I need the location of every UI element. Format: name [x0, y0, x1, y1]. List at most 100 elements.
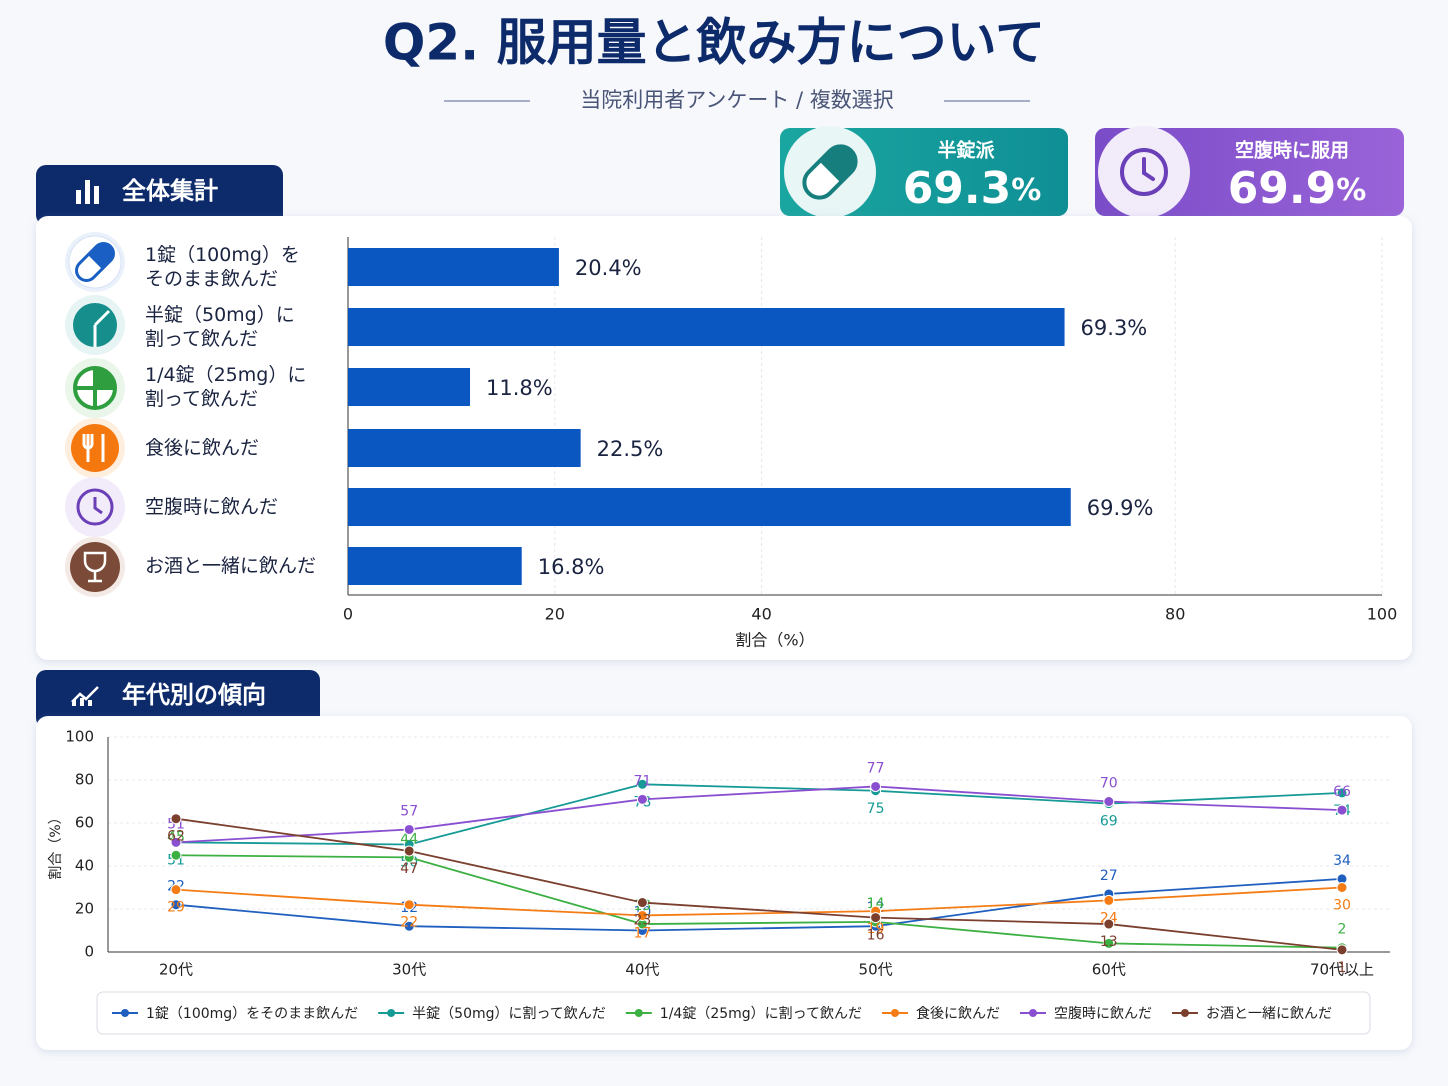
legend-label: 1/4錠（25mg）に割って飲んだ [660, 1006, 862, 1022]
line-icon [71, 686, 99, 706]
bar-label: 22.5% [597, 437, 664, 461]
series-line [175, 878, 1343, 932]
point [870, 912, 882, 924]
series-line [175, 817, 1343, 951]
point-label: 16 [867, 928, 885, 944]
legend-label: 食後に飲んだ [916, 1006, 1000, 1022]
bar-label: 11.8% [486, 376, 553, 400]
point [1103, 937, 1115, 949]
x-tick-label: 20代 [159, 961, 193, 979]
y-tick-label: 80 [75, 771, 94, 789]
section-title: 全体集計 [122, 177, 218, 205]
series-line [175, 785, 1343, 844]
card-unit: % [1336, 173, 1366, 208]
clock-hands [1142, 157, 1155, 181]
point-label: 1 [1338, 960, 1347, 976]
category-label: 1錠（100mg）を そのまま飲んだ [145, 244, 300, 290]
section-title: 年代別の傾向 [122, 681, 266, 709]
x-axis-label: 割合（%） [735, 631, 814, 650]
point [403, 899, 415, 911]
point [403, 920, 415, 932]
card-number: 69.3 [903, 163, 1012, 214]
series-line [175, 886, 1343, 917]
subtitle: 当院利用者アンケート / 複数選択 [580, 88, 894, 112]
bar [348, 248, 559, 286]
title: Q2. 服用量と飲み方について [383, 14, 1045, 72]
point-label: 62 [167, 829, 185, 845]
bar [348, 547, 522, 585]
x-tick-label: 0 [343, 605, 353, 624]
point [636, 778, 648, 790]
series-line [175, 854, 1343, 949]
point [636, 793, 648, 805]
card-label: 半錠派 [937, 139, 994, 162]
legend-marker [890, 1009, 899, 1017]
point [170, 813, 182, 825]
point-label: 70 [1100, 776, 1118, 792]
point-label: 29 [167, 900, 185, 916]
y-tick-label: 100 [65, 728, 94, 746]
pill-icon [802, 144, 858, 200]
bar [348, 368, 471, 406]
point-label: 75 [867, 801, 885, 817]
point [1336, 787, 1348, 799]
bar-icon [76, 180, 99, 204]
card-value: 69.3% [903, 163, 1042, 214]
point [1336, 804, 1348, 816]
point-label: 2 [1338, 922, 1347, 938]
x-tick-label: 40代 [625, 961, 659, 979]
point [1103, 796, 1115, 807]
x-tick-label: 70代以上 [1310, 961, 1374, 979]
card-unit: % [1011, 173, 1041, 208]
legend-label: お酒と一緒に飲んだ [1206, 1006, 1332, 1022]
point [170, 836, 182, 848]
point [170, 899, 182, 911]
bar-label: 20.4% [575, 256, 642, 280]
category-label: 半錠（50mg）に 割って飲んだ [145, 304, 295, 350]
bar-label: 16.8% [538, 555, 605, 579]
bar [348, 308, 1065, 346]
point-label: 30 [1333, 898, 1351, 914]
point-label: 44 [400, 831, 418, 847]
category-label: お酒と一緒に飲んだ [145, 555, 317, 577]
y-axis-label: 割合（%） [48, 810, 64, 879]
category-label: 空腹時に飲んだ [145, 496, 279, 518]
legend-box [96, 991, 1371, 1035]
card-number: 69.9 [1228, 163, 1337, 214]
legend-marker [1028, 1009, 1037, 1017]
x-tick-label: 30代 [392, 961, 426, 979]
legend-label: 半錠（50mg）に割って飲んだ [412, 1006, 606, 1022]
point [870, 780, 882, 792]
series-line [175, 783, 1343, 846]
point [170, 849, 182, 861]
point-label: 47 [400, 861, 418, 877]
point-label: 22 [400, 915, 418, 931]
point-label: 23 [633, 913, 651, 929]
bar-label: 69.3% [1081, 316, 1148, 340]
point-label: 17 [633, 925, 651, 941]
point-label: 19 [867, 921, 885, 937]
point-label: 71 [633, 773, 651, 789]
x-tick-label: 40 [751, 605, 771, 624]
x-tick-label: 60代 [1092, 961, 1126, 979]
point [170, 884, 182, 896]
point [403, 823, 415, 835]
x-tick-label: 20 [545, 605, 565, 624]
x-tick-label: 50代 [859, 961, 893, 979]
y-tick-label: 60 [75, 814, 94, 832]
bar [348, 488, 1071, 526]
point-label: 27 [1100, 868, 1118, 884]
x-tick-label: 80 [1165, 605, 1185, 624]
legend-marker [1180, 1009, 1189, 1017]
point-label: 69 [1100, 814, 1118, 830]
point [1336, 882, 1348, 893]
y-tick-label: 20 [75, 900, 94, 918]
category-icons [65, 232, 125, 597]
clock-icon [1120, 148, 1168, 196]
point-label: 14 [867, 896, 885, 912]
y-tick-label: 40 [75, 857, 94, 875]
point-label: 77 [867, 760, 885, 776]
card-value: 69.9% [1228, 163, 1367, 214]
legend-label: 1錠（100mg）をそのまま飲んだ [146, 1006, 358, 1022]
